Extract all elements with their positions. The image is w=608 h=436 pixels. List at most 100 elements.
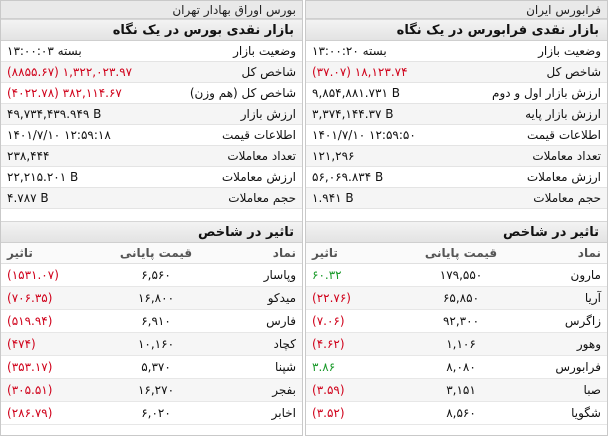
ifb-cash-market-title: بازار نقدی فرابورس در یک نگاه <box>306 19 607 41</box>
symbol-link[interactable]: آریا <box>584 291 601 305</box>
effect-cell: (۲۸۶.۷۹) <box>7 406 53 420</box>
symbol-link[interactable]: وپاسار <box>263 268 296 282</box>
price-cell: ۳,۱۵۱ <box>446 383 476 397</box>
stat-value: ۴۹,۷۳۴,۴۳۹.۹۴۹ B <box>7 107 102 121</box>
price-cell: ۵,۳۷۰ <box>141 360 171 374</box>
stat-value: بسته ۱۳:۰۰:۲۰ <box>312 44 387 58</box>
effect-cell: (۴.۶۲) <box>312 337 345 351</box>
stat-row: شاخص کل (۳۷.۰۷) ۱۸,۱۲۳.۷۴ <box>306 62 607 83</box>
symbol-link[interactable]: وهور <box>576 337 601 351</box>
stat-row: شاخص کل (۸۸۵۵.۶۷) ۱,۳۲۲,۰۲۳.۹۷ <box>1 62 302 83</box>
stat-row: ارزش بازار پایه ۳,۳۷۴,۱۴۴.۳۷ B <box>306 104 607 125</box>
effect-cell: (۳۰۵.۵۱) <box>7 383 53 397</box>
price-cell: ۶,۵۶۰ <box>141 268 171 282</box>
stat-label: شاخص کل <box>546 65 601 79</box>
table-row[interactable]: مارون ۱۷۹,۵۵۰ ۶۰.۳۲ <box>306 264 607 287</box>
effect-cell: ۶۰.۳۲ <box>312 268 342 282</box>
stat-value: ۴.۷۸۷ B <box>7 191 49 205</box>
stat-label: اطلاعات قیمت <box>526 128 601 142</box>
stat-label: وضعیت بازار <box>233 44 296 58</box>
symbol-link[interactable]: میدکو <box>267 291 296 305</box>
stat-value: ۲۳۸,۴۴۴ <box>7 149 50 163</box>
stat-label: ارزش معاملات <box>526 170 601 184</box>
tse-impact-table: وپاسار ۶,۵۶۰ (۱۵۳۱.۰۷) میدکو ۱۶,۸۰۰ (۷۰۶.۳۵)… <box>1 264 302 425</box>
table-row[interactable]: شگویا ۸,۵۶۰ (۳.۵۲) <box>306 402 607 425</box>
ifb-impact-title: تاثیر در شاخص <box>306 221 607 243</box>
tse-panel: بورس اوراق بهادار تهران بازار نقدی بورس … <box>0 0 303 436</box>
stat-row: حجم معاملات ۱.۹۴۱ B <box>306 188 607 209</box>
stat-value: (۴۰۲۲.۷۸) ۳۸۲,۱۱۴.۶۷ <box>7 86 122 100</box>
header-effect: تاثیر <box>7 246 33 260</box>
stat-label: ارزش بازار پایه <box>525 107 601 121</box>
symbol-link[interactable]: بفجر <box>272 383 296 397</box>
stat-label: ارزش معاملات <box>221 170 296 184</box>
price-cell: ۱,۱۰۶ <box>446 337 476 351</box>
price-cell: ۸,۵۶۰ <box>446 406 476 420</box>
ifb-impact-table: مارون ۱۷۹,۵۵۰ ۶۰.۳۲ آریا ۶۵,۸۵۰ (۲۲.۷۶) زاگر… <box>306 264 607 425</box>
price-cell: ۶,۹۱۰ <box>141 314 171 328</box>
effect-cell: (۲۲.۷۶) <box>312 291 351 305</box>
stat-value: (۸۸۵۵.۶۷) ۱,۳۲۲,۰۲۳.۹۷ <box>7 65 133 79</box>
symbol-link[interactable]: فرابورس <box>555 360 601 374</box>
table-row[interactable]: میدکو ۱۶,۸۰۰ (۷۰۶.۳۵) <box>1 287 302 310</box>
ifb-panel: فرابورس ایران بازار نقدی فرابورس در یک ن… <box>305 0 608 436</box>
tse-cash-market-title: بازار نقدی بورس در یک نگاه <box>1 19 302 41</box>
effect-cell: (۳.۵۹) <box>312 383 345 397</box>
stat-row: وضعیت بازار بسته ۱۳:۰۰:۰۳ <box>1 41 302 62</box>
table-row[interactable]: وهور ۱,۱۰۶ (۴.۶۲) <box>306 333 607 356</box>
price-cell: ۱۶,۸۰۰ <box>137 291 175 305</box>
stat-label: وضعیت بازار <box>538 44 601 58</box>
stat-label: شاخص کل <box>241 65 296 79</box>
effect-cell: (۱۵۳۱.۰۷) <box>7 268 59 282</box>
effect-cell: (۷۰۶.۳۵) <box>7 291 53 305</box>
table-row[interactable]: فرابورس ۸,۰۸۰ ۳.۸۶ <box>306 356 607 379</box>
ifb-topbar-title: فرابورس ایران <box>306 1 607 19</box>
stat-row: ارزش معاملات ۲۲,۲۱۵.۲۰۱ B <box>1 167 302 188</box>
symbol-link[interactable]: کچاد <box>273 337 296 351</box>
stat-value: ۱.۹۴۱ B <box>312 191 354 205</box>
symbol-link[interactable]: مارون <box>570 268 602 282</box>
impact-table-header: نماد قیمت پایانی تاثیر <box>306 243 607 264</box>
ifb-stats-list: وضعیت بازار بسته ۱۳:۰۰:۲۰ شاخص کل (۳۷.۰۷) … <box>306 41 607 209</box>
stat-row: وضعیت بازار بسته ۱۳:۰۰:۲۰ <box>306 41 607 62</box>
stat-value: بسته ۱۳:۰۰:۰۳ <box>7 44 82 58</box>
price-cell: ۸,۰۸۰ <box>446 360 476 374</box>
impact-table-header: نماد قیمت پایانی تاثیر <box>1 243 302 264</box>
effect-cell: (۳.۵۲) <box>312 406 345 420</box>
table-row[interactable]: کچاد ۱۰,۱۶۰ (۴۷۴) <box>1 333 302 356</box>
stat-value: ۳,۳۷۴,۱۴۴.۳۷ B <box>312 107 394 121</box>
stat-value: ۹,۸۵۴,۸۸۱.۷۳۱ B <box>312 86 400 100</box>
table-row[interactable]: شپنا ۵,۳۷۰ (۳۵۳.۱۷) <box>1 356 302 379</box>
stat-label: اطلاعات قیمت <box>221 128 296 142</box>
symbol-link[interactable]: زاگرس <box>564 314 601 328</box>
effect-cell: (۷.۰۶) <box>312 314 345 328</box>
table-row[interactable]: اخابر ۶,۰۲۰ (۲۸۶.۷۹) <box>1 402 302 425</box>
symbol-link[interactable]: فارس <box>266 314 296 328</box>
price-cell: ۹۲,۳۰۰ <box>442 314 480 328</box>
symbol-link[interactable]: اخابر <box>271 406 296 420</box>
stat-value: ۲۲,۲۱۵.۲۰۱ B <box>7 170 79 184</box>
stat-value: ۱۴۰۱/۷/۱۰ ۱۲:۵۹:۱۸ <box>7 128 111 142</box>
table-row[interactable]: بفجر ۱۶,۲۷۰ (۳۰۵.۵۱) <box>1 379 302 402</box>
symbol-link[interactable]: صبا <box>583 383 601 397</box>
stat-row: حجم معاملات ۴.۷۸۷ B <box>1 188 302 209</box>
header-symbol: نماد <box>577 246 601 260</box>
stat-label: ارزش بازار <box>240 107 296 121</box>
table-row[interactable]: آریا ۶۵,۸۵۰ (۲۲.۷۶) <box>306 287 607 310</box>
price-cell: ۱۷۹,۵۵۰ <box>439 268 483 282</box>
symbol-link[interactable]: شپنا <box>275 360 296 374</box>
table-row[interactable]: صبا ۳,۱۵۱ (۳.۵۹) <box>306 379 607 402</box>
header-price: قیمت پایانی <box>424 246 498 260</box>
symbol-link[interactable]: شگویا <box>571 406 601 420</box>
stat-row: شاخص کل (هم وزن) (۴۰۲۲.۷۸) ۳۸۲,۱۱۴.۶۷ <box>1 83 302 104</box>
stat-row: ارزش بازار ۴۹,۷۳۴,۴۳۹.۹۴۹ B <box>1 104 302 125</box>
tse-impact-title: تاثیر در شاخص <box>1 221 302 243</box>
table-row[interactable]: فارس ۶,۹۱۰ (۵۱۹.۹۴) <box>1 310 302 333</box>
table-row[interactable]: وپاسار ۶,۵۶۰ (۱۵۳۱.۰۷) <box>1 264 302 287</box>
price-cell: ۶۵,۸۵۰ <box>442 291 480 305</box>
table-row[interactable]: زاگرس ۹۲,۳۰۰ (۷.۰۶) <box>306 310 607 333</box>
stat-label: حجم معاملات <box>228 191 296 205</box>
header-effect: تاثیر <box>312 246 338 260</box>
effect-cell: (۴۷۴) <box>7 337 36 351</box>
stat-label: شاخص کل (هم وزن) <box>189 86 296 100</box>
